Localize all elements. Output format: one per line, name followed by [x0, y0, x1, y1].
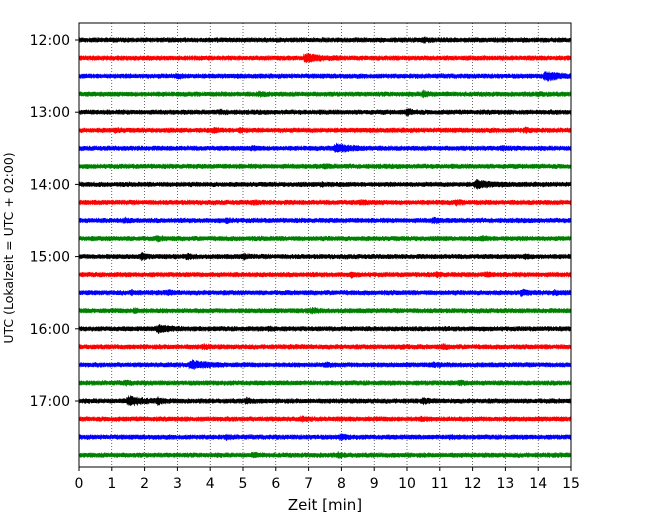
y-tick-label: 15:00	[30, 250, 70, 266]
seismogram-trace	[78, 342, 572, 351]
x-tick-label: 1	[107, 476, 116, 492]
trace-layer	[78, 36, 572, 460]
seismogram-trace	[78, 163, 572, 170]
seismogram-trace	[78, 71, 572, 82]
seismogram-trace	[78, 359, 572, 370]
y-tick-label: 12:00	[30, 33, 70, 49]
x-tick-label: 3	[173, 476, 182, 492]
y-tick-label: 16:00	[30, 322, 70, 338]
seismogram-trace	[78, 36, 572, 44]
grid-layer	[111, 23, 539, 467]
y-axis-label: UTC (Lokalzeit = UTC + 02:00)	[1, 152, 16, 343]
x-tick-label: 7	[304, 476, 313, 492]
seismogram-trace	[78, 89, 572, 99]
seismogram-trace	[78, 415, 572, 423]
seismogram-trace	[78, 52, 572, 64]
seismogram-trace	[78, 395, 572, 407]
seismogram-trace	[78, 323, 572, 334]
seismogram-trace	[78, 235, 572, 243]
x-tick-label: 15	[562, 476, 580, 492]
seismogram-trace	[78, 306, 572, 315]
y-tick-label: 14:00	[30, 177, 70, 193]
x-tick-label: 4	[206, 476, 215, 492]
x-tick-label: 14	[529, 476, 547, 492]
y-axis-ticks: 12:00 13:00 14:00 15:00 16:00 17:00	[30, 33, 79, 410]
seismogram-trace	[78, 216, 572, 225]
x-tick-label: 2	[140, 476, 149, 492]
x-tick-label: 5	[239, 476, 248, 492]
seismogram-trace	[78, 451, 572, 460]
plot-frame	[78, 22, 572, 468]
x-tick-label: 12	[464, 476, 482, 492]
x-tick-label: 6	[271, 476, 280, 492]
seismogram-trace	[78, 288, 572, 298]
seismogram-trace	[78, 126, 572, 135]
x-tick-label: 11	[431, 476, 449, 492]
x-tick-label: 8	[337, 476, 346, 492]
x-tick-label: 10	[398, 476, 416, 492]
seismogram-trace	[78, 179, 572, 190]
seismogram-trace	[78, 199, 572, 207]
y-tick-label: 13:00	[30, 105, 70, 121]
x-axis-label: Zeit [min]	[288, 496, 362, 514]
seismogram-trace	[78, 142, 572, 153]
seismogram-trace	[78, 432, 572, 441]
seismogram-trace	[78, 251, 572, 262]
x-tick-label: 0	[75, 476, 84, 492]
seismogram-trace	[78, 379, 572, 387]
y-tick-label: 17:00	[30, 394, 70, 410]
seismogram-trace	[78, 108, 572, 117]
x-axis-ticks: 0 1 2 3 4 5 6 7 8 9 10 11 12 13 14 15	[75, 467, 580, 492]
x-tick-label: 13	[496, 476, 514, 492]
x-tick-label: 9	[370, 476, 379, 492]
seismogram-trace	[78, 271, 572, 279]
